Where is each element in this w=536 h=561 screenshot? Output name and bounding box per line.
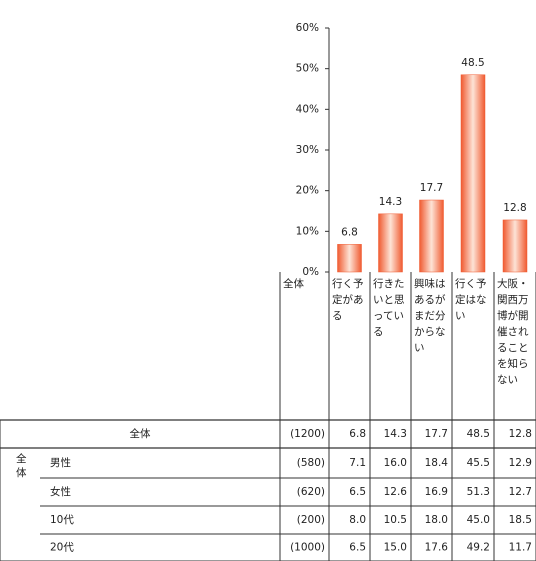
y-tick-label: 20%	[296, 185, 319, 197]
cell-value: 10.5	[384, 514, 407, 526]
bar	[460, 74, 486, 273]
group-label: 全体	[16, 453, 27, 479]
header-category: 大阪・関西万博が開催されることを知らない	[497, 278, 529, 386]
cell-value: 48.5	[467, 428, 490, 440]
row-n: (1000)	[290, 542, 325, 554]
bar	[337, 244, 362, 273]
header-category: 行きたいと思っている	[373, 278, 405, 338]
cell-value: 15.0	[384, 542, 407, 554]
cell-value: 6.5	[349, 486, 366, 498]
cell-value: 12.8	[509, 428, 532, 440]
row-label: 10代	[50, 514, 74, 526]
cell-value: 17.7	[425, 428, 448, 440]
bar	[378, 213, 403, 273]
y-tick-label: 10%	[296, 225, 319, 237]
bar	[419, 199, 444, 273]
cell-value: 45.5	[467, 457, 490, 469]
row-n: (1200)	[290, 428, 325, 440]
header-category: 行く予定がある	[332, 278, 364, 322]
cell-value: 6.8	[349, 428, 366, 440]
row-n: (580)	[297, 457, 325, 469]
cell-value: 18.5	[509, 514, 532, 526]
data-label: 48.5	[461, 57, 484, 69]
cell-value: 12.7	[509, 486, 532, 498]
row-label: 男性	[50, 456, 71, 469]
header-category: 興味はあるがまだ分からない	[414, 278, 446, 354]
y-tick-label: 0%	[302, 266, 319, 278]
cell-value: 8.0	[349, 514, 366, 526]
data-label: 17.7	[420, 182, 443, 194]
y-tick-label: 30%	[296, 144, 319, 156]
y-tick-label: 50%	[296, 63, 319, 75]
y-tick-label: 60%	[296, 22, 319, 34]
data-label: 6.8	[341, 226, 358, 238]
cell-value: 17.6	[425, 542, 449, 554]
header-category: 行く予定はない	[455, 278, 487, 322]
cell-value: 6.5	[349, 542, 366, 554]
data-label: 12.8	[503, 202, 526, 214]
row-n: (620)	[297, 486, 325, 498]
y-tick-label: 40%	[296, 103, 319, 115]
bar	[502, 219, 528, 273]
cell-value: 11.7	[509, 542, 532, 554]
cell-value: 49.2	[467, 542, 490, 554]
cell-value: 7.1	[349, 457, 366, 469]
row-n: (200)	[297, 514, 325, 526]
cell-value: 51.3	[467, 486, 490, 498]
row-label: 20代	[50, 542, 74, 554]
cell-value: 18.0	[425, 514, 448, 526]
cell-value: 18.4	[425, 457, 449, 469]
row-label: 女性	[50, 485, 71, 498]
data-label: 14.3	[379, 196, 402, 208]
cell-value: 16.0	[384, 457, 407, 469]
header-total: 全体	[283, 278, 304, 290]
cell-value: 45.0	[467, 514, 490, 526]
cell-value: 14.3	[384, 428, 407, 440]
cell-value: 12.6	[384, 486, 408, 498]
cell-value: 12.9	[509, 457, 532, 469]
cell-value: 16.9	[425, 486, 448, 498]
row-label: 全体	[130, 427, 151, 440]
